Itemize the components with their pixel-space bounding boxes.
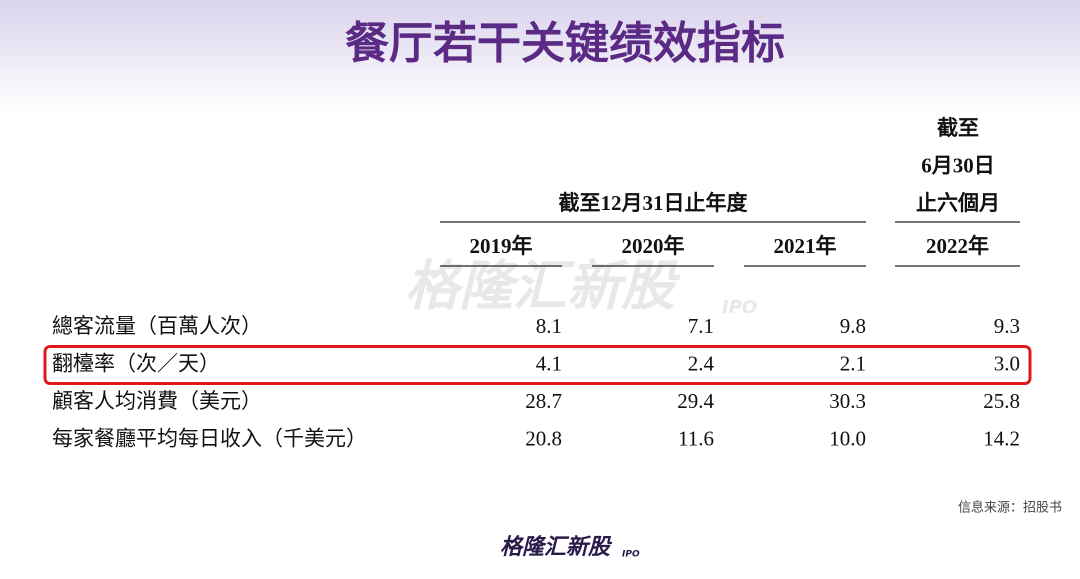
logo-tag: IPO (622, 550, 640, 560)
interim-header: 截至 (937, 116, 979, 140)
row-label: 翻檯率（次／天） (52, 351, 220, 375)
header-band (0, 0, 1080, 110)
cell-value: 8.1 (536, 314, 562, 338)
row-label: 總客流量（百萬人次） (52, 314, 262, 338)
column-header: 2021年 (774, 234, 837, 258)
interim-header: 6月30日 (921, 153, 995, 177)
column-header: 2022年 (926, 234, 989, 258)
cell-value: 30.3 (829, 389, 866, 413)
cell-value: 3.0 (994, 351, 1020, 375)
cell-value: 25.8 (983, 389, 1020, 413)
source-note: 信息来源：招股书 (958, 500, 1062, 516)
cell-value: 20.8 (525, 426, 562, 450)
watermark-brand: 格隆汇新股 (405, 255, 681, 318)
cell-value: 28.7 (525, 389, 562, 413)
highlight-box (43, 345, 1032, 385)
period-header: 截至12月31日止年度 (559, 191, 748, 215)
watermark-tag: IPO (722, 297, 757, 318)
cell-value: 14.2 (983, 426, 1020, 450)
cell-value: 29.4 (677, 389, 714, 413)
column-header: 2020年 (622, 234, 685, 258)
cell-value: 11.6 (678, 426, 714, 450)
logo-brand: 格隆汇新股 (500, 534, 613, 560)
cell-value: 10.0 (829, 426, 866, 450)
cell-value: 2.4 (688, 351, 715, 375)
cell-value: 2.1 (840, 351, 866, 375)
row-label: 每家餐廳平均每日收入（千美元） (52, 426, 367, 450)
interim-header: 止六個月 (916, 191, 1000, 215)
cell-value: 7.1 (688, 314, 714, 338)
cell-value: 9.3 (994, 314, 1020, 338)
cell-value: 4.1 (536, 351, 562, 375)
column-header: 2019年 (470, 234, 533, 258)
watermark: 格隆汇新股 IPO (405, 255, 757, 318)
cell-value: 9.8 (840, 314, 866, 338)
slide-title: 餐厅若干关键绩效指标 (345, 18, 785, 69)
row-label: 顧客人均消費（美元） (52, 389, 262, 413)
